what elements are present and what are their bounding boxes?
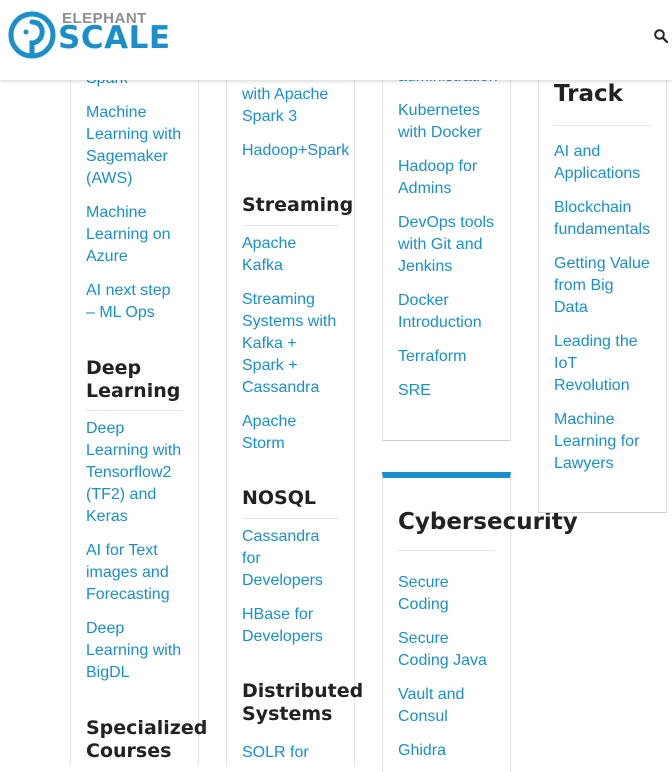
site-header: ELEPHANT SCALE xyxy=(0,0,672,80)
course-link[interactable]: Machine Learning on Azure xyxy=(86,204,171,265)
course-link[interactable]: Hadoop+Spark xyxy=(242,142,350,159)
link-line: Machine xyxy=(86,104,147,121)
course-link[interactable]: with Apache Spark 3 xyxy=(242,86,329,125)
course-link[interactable]: Kubernetes with Docker xyxy=(398,102,482,141)
logo[interactable]: ELEPHANT SCALE xyxy=(8,8,170,64)
logo-text-top: ELEPHANT xyxy=(62,10,147,27)
divider xyxy=(242,225,339,226)
course-link[interactable]: Docker Introduction xyxy=(398,292,482,331)
divider xyxy=(242,518,339,519)
course-link[interactable]: Hadoop for Admins xyxy=(398,158,478,197)
course-link[interactable]: Secure Coding Java xyxy=(398,630,487,669)
section-heading-nosql: NOSQL xyxy=(242,487,316,509)
divider xyxy=(86,410,183,411)
search-icon[interactable] xyxy=(652,27,670,45)
logo-text-bottom: SCALE xyxy=(58,20,171,56)
course-link[interactable]: Leading the IoT Revolution xyxy=(554,333,638,394)
course-link[interactable]: Terraform xyxy=(398,348,467,365)
divider xyxy=(398,550,495,551)
section-heading-track: Track xyxy=(554,81,623,107)
column-track: Track AI and Applications Blockchain funda… xyxy=(538,0,667,513)
column-big-data: with Apache Spark 3 Hadoop+Spark Streamin… xyxy=(226,0,363,766)
elephant-logo-icon xyxy=(8,11,56,59)
course-link[interactable]: Apache Kafka xyxy=(242,235,297,274)
course-link[interactable]: Getting Value from Big Data xyxy=(554,255,650,316)
section-heading-streaming: Streaming xyxy=(242,194,354,216)
course-link[interactable]: Machine Learning for Lawyers xyxy=(554,411,640,472)
course-link[interactable]: Streaming Systems with Kafka + Spark + Cassa… xyxy=(242,291,337,396)
column-cybersecurity: Cybersecurity Secure Coding Secure Coding … xyxy=(382,472,578,772)
course-link[interactable]: Apache Storm xyxy=(242,413,297,452)
course-link[interactable]: AI for Text images and Forecasting xyxy=(86,542,170,603)
course-link[interactable]: Cassandra for Developers xyxy=(242,528,323,589)
course-link[interactable]: Ghidra xyxy=(398,742,447,759)
course-link[interactable]: Blockchain fundamentals xyxy=(554,199,651,238)
course-link[interactable]: Secure Coding xyxy=(398,574,449,613)
divider xyxy=(554,125,651,126)
course-link[interactable]: HBase for Developers xyxy=(242,606,323,645)
course-link[interactable]: AI next step – ML Ops xyxy=(86,282,171,321)
course-link[interactable]: Vault and Consul xyxy=(398,686,465,725)
section-heading-cybersecurity: Cybersecurity xyxy=(398,509,578,535)
course-link[interactable]: SOLR for xyxy=(242,744,309,761)
course-link[interactable]: AI and Applications xyxy=(554,143,641,182)
section-heading-deep-learning: Deep Learning xyxy=(86,357,181,402)
section-heading-distributed: Distributed Systems xyxy=(242,680,364,725)
course-link[interactable]: Deep Learning with Tensorflow2 (TF2) and Ker… xyxy=(86,420,182,525)
course-link[interactable]: Machine Learning with Sagemaker (AWS) xyxy=(86,104,182,187)
course-link[interactable]: SRE xyxy=(398,382,431,399)
course-link[interactable]: DevOps tools with Git and Jenkins xyxy=(398,214,495,275)
course-link[interactable]: Deep Learning with BigDL xyxy=(86,620,182,681)
section-heading-specialized: Specialized Courses xyxy=(86,717,208,762)
